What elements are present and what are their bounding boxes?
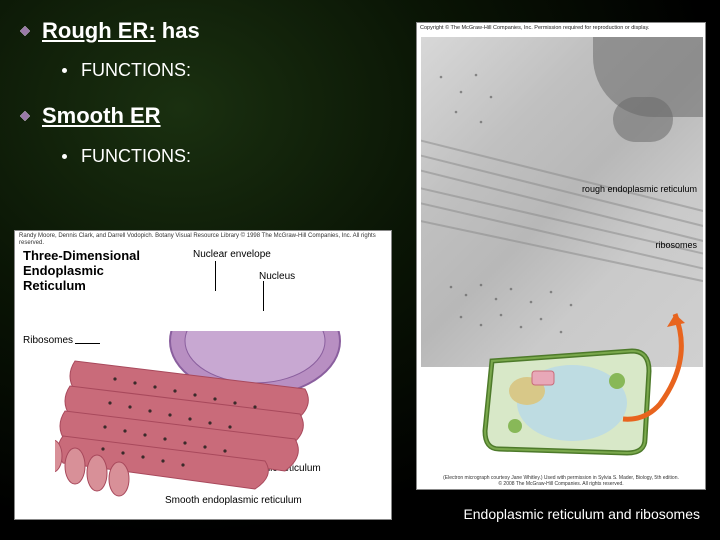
figure-caption: Endoplasmic reticulum and ribosomes [463, 506, 700, 522]
label-rough-er-em: rough endoplasmic reticulum [582, 185, 697, 195]
smooth-er-heading: Smooth ER [20, 103, 400, 129]
rough-er-text: Rough ER: has [42, 18, 200, 44]
smooth-er-functions: FUNCTIONS: [62, 146, 400, 167]
functions-label: FUNCTIONS: [81, 146, 191, 167]
label-nucleus: Nucleus [259, 271, 295, 282]
er-diagram-svg [55, 331, 355, 501]
dot-bullet-icon [62, 68, 67, 73]
rough-er-functions: FUNCTIONS: [62, 60, 400, 81]
functions-label: FUNCTIONS: [81, 60, 191, 81]
leader-line [263, 281, 264, 311]
text-content: Rough ER: has FUNCTIONS: Smooth ER FUNCT… [20, 18, 400, 189]
rough-er-label: Rough ER: [42, 18, 156, 43]
label-ribosomes-em: ribosomes [655, 241, 697, 251]
label-nuclear-envelope: Nuclear envelope [193, 249, 271, 260]
figure-em-micrograph: Copyright © The McGraw-Hill Companies, I… [416, 22, 706, 490]
smooth-er-label: Smooth ER [42, 103, 161, 128]
dot-bullet-icon [62, 154, 67, 159]
figure-credit-top: Copyright © The McGraw-Hill Companies, I… [417, 23, 705, 33]
figure-er-3d: Randy Moore, Dennis Clark, and Darrell V… [14, 230, 392, 520]
rough-er-heading: Rough ER: has [20, 18, 400, 44]
callout-arrow-icon [605, 309, 695, 429]
leader-line [215, 261, 216, 291]
rough-er-suffix: has [156, 18, 200, 43]
diamond-bullet-icon [20, 26, 30, 36]
figure-title: Three-Dimensional Endoplasmic Reticulum [23, 249, 163, 294]
smooth-er-text: Smooth ER [42, 103, 161, 129]
diamond-bullet-icon [20, 111, 30, 121]
figure-credit-bottom: (Electron micrograph courtesy Jane Whitl… [421, 476, 701, 487]
figure-credit: Randy Moore, Dennis Clark, and Darrell V… [15, 231, 391, 248]
